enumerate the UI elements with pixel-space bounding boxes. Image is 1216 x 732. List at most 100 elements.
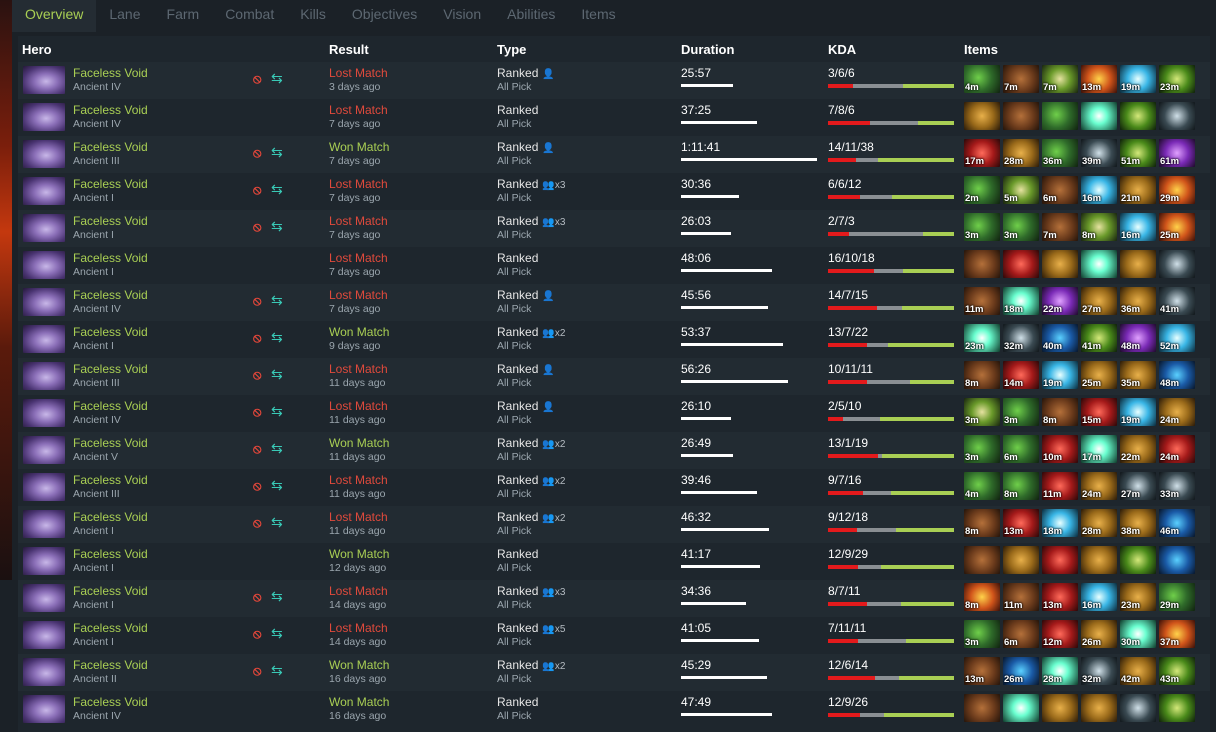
item-icon[interactable]: 8m [964,583,1000,611]
item-icon[interactable] [964,250,1000,278]
item-icon[interactable]: 8m [1042,398,1078,426]
item-icon[interactable]: 26m [1003,657,1039,685]
hero-portrait[interactable] [23,584,65,612]
item-icon[interactable]: 14m [1003,361,1039,389]
item-icon[interactable]: 39m [1081,139,1117,167]
item-icon[interactable]: 33m [1159,472,1195,500]
table-row[interactable]: Faceless Void Ancient V ⦸ ⇆ Won Match 11 days… [18,432,1210,469]
hero-name[interactable]: Faceless Void [73,103,148,117]
item-icon[interactable]: 24m [1159,398,1195,426]
tab-abilities[interactable]: Abilities [507,6,556,22]
tab-overview[interactable]: Overview [12,0,97,32]
item-icon[interactable]: 23m [1159,65,1195,93]
table-row[interactable]: Faceless Void Ancient I ⦸ ⇆ Lost Match 11 day… [18,506,1210,543]
item-icon[interactable] [1003,546,1039,574]
item-icon[interactable] [1081,250,1117,278]
hero-name[interactable]: Faceless Void [73,658,148,672]
item-icon[interactable]: 48m [1120,324,1156,352]
hero-portrait[interactable] [23,695,65,723]
hero-name[interactable]: Faceless Void [73,140,148,154]
table-row[interactable]: Faceless Void Ancient I ⦸ ⇆ Lost Match 7 days… [18,210,1210,247]
item-icon[interactable]: 36m [1120,287,1156,315]
item-icon[interactable]: 42m [1120,657,1156,685]
hero-portrait[interactable] [23,399,65,427]
table-row[interactable]: Faceless Void Ancient IV ⦸ ⇆ Lost Match 7 day… [18,284,1210,321]
match-result[interactable]: Lost Match [329,362,388,376]
item-icon[interactable]: 19m [1120,398,1156,426]
hero-portrait[interactable] [23,510,65,538]
item-icon[interactable]: 4m [964,472,1000,500]
hero-name[interactable]: Faceless Void [73,177,148,191]
item-icon[interactable]: 32m [1081,657,1117,685]
item-icon[interactable]: 24m [1081,472,1117,500]
match-result[interactable]: Won Match [329,140,390,154]
item-icon[interactable]: 17m [964,139,1000,167]
item-icon[interactable]: 7m [1003,65,1039,93]
item-icon[interactable]: 40m [1042,324,1078,352]
table-row[interactable]: Faceless Void Ancient I ⦸ ⇆ Lost Match 14 day… [18,617,1210,654]
item-icon[interactable] [964,102,1000,130]
item-icon[interactable] [964,546,1000,574]
hero-name[interactable]: Faceless Void [73,362,148,376]
table-row[interactable]: Faceless Void Ancient II ⦸ ⇆ Won Match 16 day… [18,654,1210,691]
tab-vision[interactable]: Vision [443,6,482,22]
item-icon[interactable]: 25m [1081,361,1117,389]
hero-name[interactable]: Faceless Void [73,584,148,598]
item-icon[interactable]: 10m [1042,435,1078,463]
hero-name[interactable]: Faceless Void [73,399,148,413]
item-icon[interactable]: 51m [1120,139,1156,167]
hero-name[interactable]: Faceless Void [73,325,148,339]
item-icon[interactable]: 35m [1120,361,1156,389]
item-icon[interactable] [1081,546,1117,574]
hero-name[interactable]: Faceless Void [73,510,148,524]
hero-portrait[interactable] [23,658,65,686]
item-icon[interactable] [1120,102,1156,130]
item-icon[interactable]: 6m [1003,435,1039,463]
item-icon[interactable]: 3m [964,398,1000,426]
item-icon[interactable]: 22m [1120,435,1156,463]
hero-portrait[interactable] [23,473,65,501]
item-icon[interactable]: 28m [1003,139,1039,167]
item-icon[interactable]: 18m [1003,287,1039,315]
item-icon[interactable] [1159,102,1195,130]
hero-portrait[interactable] [23,177,65,205]
item-icon[interactable]: 11m [964,287,1000,315]
item-icon[interactable]: 11m [1003,583,1039,611]
item-icon[interactable]: 13m [1042,583,1078,611]
hero-portrait[interactable] [23,66,65,94]
item-icon[interactable] [1003,102,1039,130]
hero-name[interactable]: Faceless Void [73,214,148,228]
match-result[interactable]: Lost Match [329,473,388,487]
item-icon[interactable]: 3m [1003,398,1039,426]
item-icon[interactable]: 13m [1081,65,1117,93]
item-icon[interactable]: 5m [1003,176,1039,204]
item-icon[interactable]: 19m [1042,361,1078,389]
match-result[interactable]: Lost Match [329,621,388,635]
hero-name[interactable]: Faceless Void [73,66,148,80]
match-result[interactable]: Lost Match [329,177,388,191]
table-row[interactable]: Faceless Void Ancient I Lost Match 7 days a… [18,247,1210,284]
tab-objectives[interactable]: Objectives [351,6,418,22]
item-icon[interactable]: 13m [1003,509,1039,537]
item-icon[interactable]: 28m [1081,509,1117,537]
item-icon[interactable] [1081,102,1117,130]
match-result[interactable]: Lost Match [329,103,388,117]
item-icon[interactable] [964,694,1000,722]
hero-portrait[interactable] [23,325,65,353]
item-icon[interactable]: 11m [1042,472,1078,500]
item-icon[interactable]: 52m [1159,324,1195,352]
item-icon[interactable]: 6m [1003,620,1039,648]
item-icon[interactable]: 23m [1120,583,1156,611]
match-result[interactable]: Won Match [329,325,390,339]
table-row[interactable]: Faceless Void Ancient IV Won Match 16 days … [18,691,1210,728]
item-icon[interactable]: 27m [1081,287,1117,315]
item-icon[interactable]: 8m [964,509,1000,537]
hero-portrait[interactable] [23,103,65,131]
item-icon[interactable]: 24m [1159,435,1195,463]
item-icon[interactable]: 3m [964,213,1000,241]
table-row[interactable]: Faceless Void Ancient I ⦸ ⇆ Won Match 9 days … [18,321,1210,358]
item-icon[interactable]: 7m [1042,65,1078,93]
match-result[interactable]: Lost Match [329,66,388,80]
hero-name[interactable]: Faceless Void [73,621,148,635]
item-icon[interactable]: 43m [1159,657,1195,685]
